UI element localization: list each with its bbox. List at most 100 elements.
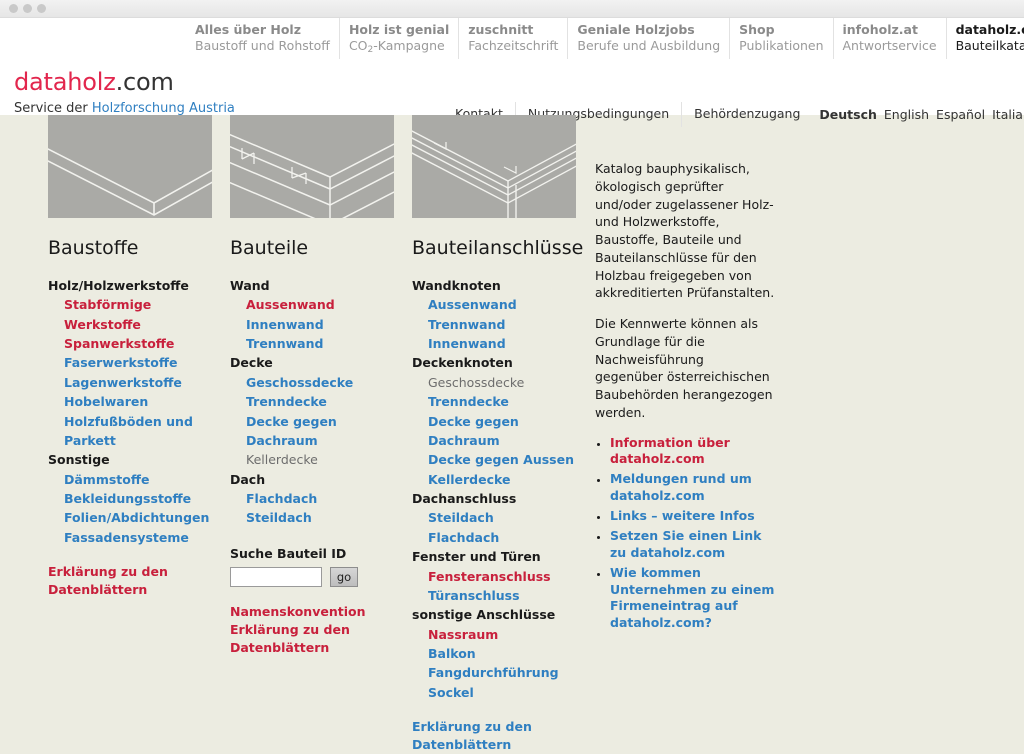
catalog-link-kellerdecke[interactable]: Kellerdecke: [428, 471, 511, 487]
link-group-heading: Wand: [230, 277, 270, 293]
catalog-link-trennwand[interactable]: Trennwand: [246, 336, 324, 352]
catalog-link-steildach[interactable]: Steildach: [246, 510, 312, 526]
floor-assembly-thumbnail[interactable]: [230, 115, 394, 218]
top-nav-item-geniale-holzjobs[interactable]: Geniale Holzjobs Berufe und Ausbildung: [567, 18, 729, 59]
link-group-heading: Decke: [230, 355, 273, 371]
catalog-link-fassadensysteme[interactable]: Fassadensysteme: [64, 529, 189, 545]
footer-link-erklärung-zu-den[interactable]: Erklärung zu den: [230, 621, 350, 637]
link-group-heading: sonstige Anschlüsse: [412, 607, 556, 623]
top-nav-item-subtitle: Bauteilkatalog: [955, 37, 1024, 53]
top-nav-item-title: Geniale Holzjobs: [577, 22, 695, 37]
catalog-link-faserwerkstoffe[interactable]: Faserwerkstoffe: [64, 355, 178, 371]
top-nav-item-subtitle: Antwortservice: [842, 37, 937, 53]
catalog-link-decke-gegen-dachraum[interactable]: Decke gegen Dachraum: [246, 413, 337, 448]
catalog-link-bekleidungsstoffe[interactable]: Bekleidungsstoffe: [64, 491, 192, 507]
search-input[interactable]: [230, 566, 322, 587]
catalog-link-türanschluss[interactable]: Türanschluss: [428, 587, 520, 603]
top-nav-item-title: Holz ist genial: [348, 22, 450, 37]
catalog-link-decke-gegen-aussen[interactable]: Decke gegen Aussen: [428, 452, 575, 468]
info-paragraph: Katalog bauphysikalisch, ökologisch gepr…: [595, 161, 775, 301]
catalog-link-flachdach[interactable]: Flachdach: [246, 491, 318, 507]
top-nav-item-title: Alles über Holz: [195, 22, 301, 37]
logo-tld-text: .com: [115, 68, 174, 96]
catalog-link-holzfußböden-und-parkett[interactable]: Holzfußböden und Parkett: [64, 413, 193, 448]
info-link-list: Information über dataholz.comMeldungen r…: [595, 435, 775, 633]
footer-link-datenblättern[interactable]: Datenblättern: [230, 640, 330, 656]
catalog-link-trenndecke[interactable]: Trenndecke: [246, 394, 327, 410]
top-nav-item-subtitle: Baustoff und Rohstoff: [195, 37, 330, 53]
catalog-link-geschossdecke: Geschossdecke: [428, 374, 525, 390]
catalog-link-spanwerkstoffe[interactable]: Spanwerkstoffe: [64, 336, 175, 352]
language-option-english[interactable]: English: [883, 107, 930, 122]
footer-link-erklärung-zu-den[interactable]: Erklärung zu den: [412, 719, 532, 735]
info-link-links-weitere-infos[interactable]: Links – weitere Infos: [610, 508, 775, 525]
column-bauteilanschluesse: Bauteilanschlüsse Wandknoten Aussenwand Tr…: [412, 115, 587, 754]
footer-link-datenblättern[interactable]: Datenblättern: [412, 737, 512, 753]
language-switcher: Deutsch English Español Italiano: [812, 107, 1024, 122]
window-close-dot[interactable]: [9, 4, 18, 13]
catalog-link-trenndecke[interactable]: Trenndecke: [428, 394, 509, 410]
language-option-italiano[interactable]: Italiano: [992, 107, 1024, 122]
top-nav-item-infoholz-at[interactable]: infoholz.at Antwortservice: [832, 18, 946, 59]
top-nav-item-subtitle: Berufe und Ausbildung: [577, 37, 721, 53]
catalog-link-lagenwerkstoffe[interactable]: Lagenwerkstoffe: [64, 374, 182, 390]
corner-junction-thumbnail[interactable]: [412, 115, 576, 218]
catalog-link-decke-gegen-dachraum[interactable]: Decke gegen Dachraum: [428, 413, 519, 448]
catalog-link-steildach[interactable]: Steildach: [428, 510, 494, 526]
panel-slab-thumbnail[interactable]: [48, 115, 212, 218]
footer-links-bauteile: Namenskonvention Erklärung zu den Datenblä…: [230, 603, 412, 657]
catalog-columns: Baustoffe Holz/Holzwerkstoffe Stabförmige…: [0, 115, 1024, 754]
catalog-link-innenwand[interactable]: Innenwand: [246, 316, 324, 332]
top-nav-item-holz-ist-genial[interactable]: Holz ist genial CO2-Kampagne: [338, 18, 458, 59]
catalog-link-fangdurchführung[interactable]: Fangdurchführung: [428, 665, 559, 681]
catalog-link-innenwand[interactable]: Innenwand: [428, 336, 506, 352]
window-maximize-dot[interactable]: [37, 4, 46, 13]
search-go-button[interactable]: go: [330, 566, 358, 587]
link-group-heading: Deckenknoten: [412, 355, 513, 371]
catalog-link-balkon[interactable]: Balkon: [428, 646, 476, 662]
top-nav-item-dataholz-com[interactable]: dataholz.comBauteilkatalog: [945, 18, 1024, 59]
footer-link-namenskonvention[interactable]: Namenskonvention: [230, 603, 366, 619]
info-link-meldungen-rund-um-dataholz-com[interactable]: Meldungen rund um dataholz.com: [610, 471, 775, 505]
info-link-information-über-dataholz-com[interactable]: Information über dataholz.com: [610, 435, 775, 469]
site-logo[interactable]: dataholz.com Service der Holzforschung A…: [14, 70, 235, 116]
language-option-espa-ol[interactable]: Español: [936, 107, 986, 122]
catalog-link-hobelwaren[interactable]: Hobelwaren: [64, 394, 149, 410]
column-baustoffe: Baustoffe Holz/Holzwerkstoffe Stabförmige…: [48, 115, 230, 754]
top-nav-item-title: zuschnitt: [468, 22, 534, 37]
footer-link-datenblättern[interactable]: Datenblättern: [48, 582, 148, 598]
top-nav-item-title: infoholz.at: [842, 22, 918, 37]
top-nav-item-alles-ber-holz[interactable]: Alles über Holz Baustoff und Rohstoff: [186, 18, 339, 59]
link-group-heading: Wandknoten: [412, 277, 501, 293]
top-nav-item-subtitle: Publikationen: [739, 37, 824, 53]
column-title-baustoffe: Baustoffe: [48, 237, 139, 259]
catalog-link-trennwand[interactable]: Trennwand: [428, 316, 506, 332]
logo-tagline-prefix: Service der: [14, 101, 92, 116]
search-label: Suche Bauteil ID: [230, 545, 347, 561]
logo-tagline-link[interactable]: Holzforschung Austria: [91, 101, 235, 116]
catalog-link-folien-abdichtungen[interactable]: Folien/Abdichtungen: [64, 510, 210, 526]
link-group-heading: Sonstige: [48, 452, 110, 468]
catalog-link-sockel[interactable]: Sockel: [428, 684, 474, 700]
info-link-wie-kommen-unternehmen-zu-einem-firmenei[interactable]: Wie kommen Unternehmen zu einem Firmenei…: [610, 565, 775, 633]
catalog-link-aussenwand[interactable]: Aussenwand: [428, 297, 517, 313]
top-nav-item-zuschnitt[interactable]: zuschnitt Fachzeitschrift: [458, 18, 567, 59]
catalog-link-stabförmige-werkstoffe[interactable]: Stabförmige Werkstoffe: [64, 297, 152, 332]
catalog-link-aussenwand[interactable]: Aussenwand: [246, 297, 335, 313]
catalog-link-geschossdecke[interactable]: Geschossdecke: [246, 374, 354, 390]
logo-tagline: Service der Holzforschung Austria: [14, 101, 235, 116]
catalog-link-nassraum[interactable]: Nassraum: [428, 626, 499, 642]
catalog-link-flachdach[interactable]: Flachdach: [428, 529, 500, 545]
column-bauteile: Bauteile Wand Aussenwand Innenwand Trennwan…: [230, 115, 412, 754]
link-groups-baustoffe: Holz/Holzwerkstoffe Stabförmige Werkstoff…: [48, 276, 230, 547]
info-link-setzen-sie-einen-link-zu-dataholz-com[interactable]: Setzen Sie einen Link zu dataholz.com: [610, 528, 775, 562]
catalog-link-fensteranschluss[interactable]: Fensteranschluss: [428, 568, 551, 584]
secondary-nav-item-beh-rdenzugang[interactable]: Behördenzugang: [681, 102, 812, 127]
window-minimize-dot[interactable]: [23, 4, 32, 13]
footer-link-erklärung-zu-den[interactable]: Erklärung zu den: [48, 564, 168, 580]
site-header: Alles über Holz Baustoff und Rohstoff Holz…: [0, 18, 1024, 127]
language-option-deutsch[interactable]: Deutsch: [819, 107, 877, 122]
column-title-bauteilanschluesse: Bauteilanschlüsse: [412, 237, 584, 259]
top-nav-item-shop[interactable]: Shop Publikationen: [729, 18, 832, 59]
catalog-link-dämmstoffe[interactable]: Dämmstoffe: [64, 471, 150, 487]
